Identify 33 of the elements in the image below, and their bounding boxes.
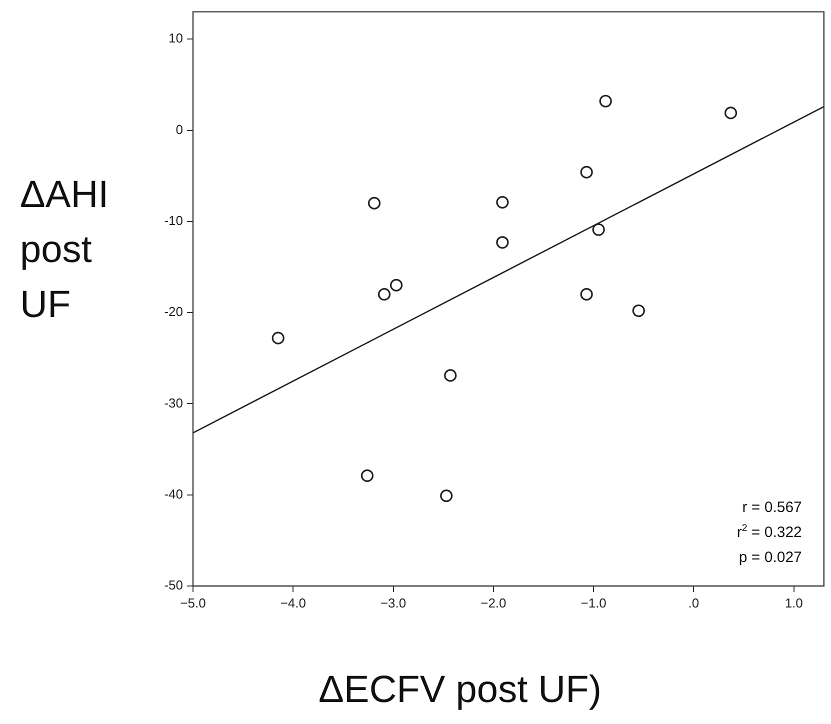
- y-tick-label: 0: [176, 122, 183, 137]
- point: [360, 469, 374, 482]
- y-tick-label: -50: [164, 578, 183, 593]
- y-tick-label: -10: [164, 213, 183, 228]
- point: [592, 223, 605, 236]
- y-tick-label: 10: [168, 30, 183, 46]
- point: [599, 94, 612, 108]
- annotation: r = 0.567: [742, 499, 802, 516]
- x-axis-title: ΔECFV post UF): [318, 669, 602, 711]
- point: [580, 166, 593, 179]
- x-tick-label: 1.0: [784, 595, 803, 610]
- point: [440, 489, 453, 502]
- x-tick-label: −3.0: [380, 595, 406, 610]
- annotation: p = 0.027: [738, 549, 802, 566]
- y-tick-label: -20: [164, 304, 183, 320]
- point: [724, 106, 738, 120]
- point: [368, 196, 381, 210]
- point: [378, 288, 391, 301]
- point: [580, 288, 593, 301]
- point: [390, 278, 403, 292]
- y-axis-title: ΔAHI post UF: [20, 174, 109, 326]
- point: [496, 236, 509, 249]
- y-tick-label: -30: [164, 395, 183, 410]
- point: [444, 369, 457, 382]
- x-tick-label: −5.0: [180, 595, 206, 610]
- point: [496, 196, 509, 209]
- x-tick-label: .0: [688, 595, 700, 610]
- x-tick-label: −2.0: [480, 595, 506, 610]
- point: [632, 304, 645, 318]
- x-tick-label: −1.0: [580, 595, 606, 610]
- y-tick-label: -40: [164, 486, 183, 502]
- x-tick-label: −4.0: [280, 595, 306, 610]
- point: [272, 332, 284, 344]
